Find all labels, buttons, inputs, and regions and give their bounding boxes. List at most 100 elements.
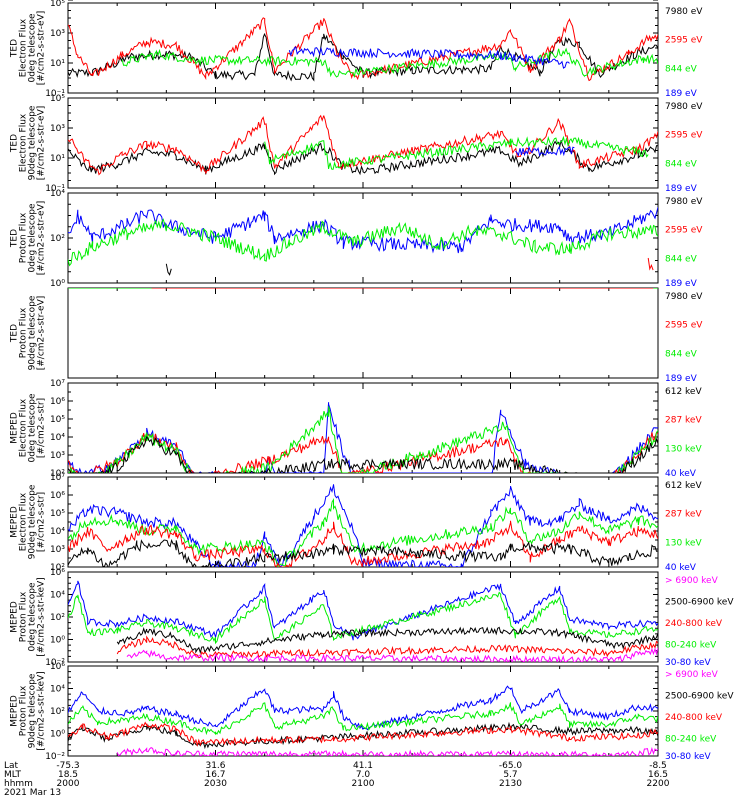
series-trace-black [165, 263, 172, 276]
y-tick-label: 10⁷ [50, 379, 65, 389]
y-tick-label: 10⁰ [50, 636, 65, 646]
series-trace-magenta [126, 647, 658, 662]
x-row-value: 7.0 [356, 770, 371, 780]
series-trace-green [68, 591, 658, 645]
y-axis-label: TEDElectron Flux90deg telescope[#/cm2-s-… [10, 105, 47, 180]
y-tick-label: 10⁵ [50, 94, 65, 104]
y-tick-label: 10³ [50, 124, 65, 134]
legend-entry: 30-80 keV [665, 752, 711, 762]
series-trace-red [116, 635, 658, 660]
y-tick-label: 10000 [36, 0, 65, 3]
legend-entry: 189 eV [665, 374, 698, 384]
y-axis-label-line: MEPED [10, 695, 20, 727]
panel-frame [67, 287, 659, 379]
y-axis-label-line: [#/cm2-s-str-eV] [37, 296, 47, 371]
y-tick-label: 10² [50, 613, 65, 623]
series-trace-blue [68, 580, 658, 641]
y-axis-label-line: MEPED [10, 412, 20, 444]
y-tick-label: 10² [50, 234, 65, 244]
y-axis-label-line: [#/cm2-s-str-eV] [37, 201, 47, 276]
x-row-value: -65.0 [499, 761, 523, 771]
y-axis-label: TEDProton Flux90deg telescope[#/cm2-s-st… [10, 295, 47, 370]
y-tick-label: 10⁶ [50, 397, 65, 407]
y-axis-label-line: [#/cm2-s-str] [37, 492, 47, 552]
y-axis-label-line: 90deg telescope [28, 105, 38, 180]
series-trace-black [116, 626, 658, 655]
legend-entry: 287 keV [665, 510, 702, 520]
series-trace-green [68, 702, 658, 736]
y-tick-label: 10² [50, 469, 65, 479]
x-row-value: 2100 [352, 779, 375, 789]
series-group [68, 114, 658, 176]
y-tick-label: 10⁵ [50, 509, 65, 519]
y-axis-label-line: TED [10, 134, 20, 153]
y-axis-label-line: Electron Flux [19, 18, 29, 77]
y-axis-label-line: 90deg telescope [28, 295, 38, 370]
legend-entry: 844 eV [665, 349, 698, 359]
y-tick-label: 10⁷ [50, 473, 65, 483]
x-row-value: 2000 [57, 779, 80, 789]
legend-entry: 612 keV [665, 387, 702, 397]
x-row-value: 41.1 [353, 761, 373, 771]
series-trace-black [68, 140, 658, 176]
y-axis-label-line: Proton Flux [19, 307, 29, 358]
series-trace-red [68, 114, 658, 176]
y-tick-label: 10⁴ [50, 189, 65, 199]
series-trace-green [121, 47, 658, 79]
y-axis-label: MEPEDProton Flux90deg telescope[#/cm2-s-… [10, 671, 47, 750]
legend-entry: 2500-6900 keV [665, 598, 734, 608]
y-tick-label: 100 [48, 0, 65, 3]
series-group [68, 484, 658, 567]
legend-entry: 130 keV [665, 444, 702, 454]
series-group [68, 402, 658, 473]
legend-entry: 189 eV [665, 279, 698, 289]
legend-entry: 2500-6900 keV [665, 692, 734, 702]
y-axis-label-line: TED [10, 39, 20, 58]
y-axis-label-line: 90deg telescope [28, 484, 38, 559]
y-tick-label: 10⁵ [50, 415, 65, 425]
legend-entry: 80-240 keV [665, 641, 717, 651]
y-tick-label: 10¹ [50, 154, 65, 164]
y-axis-label-line: [#/cm2-s-str-eV] [37, 11, 47, 86]
y-tick-label: 1000 [42, 0, 65, 3]
legend-entry: 844 eV [665, 254, 698, 264]
y-axis-label-line: MEPED [10, 601, 20, 633]
series-group [68, 685, 658, 756]
y-tick-label: 10³ [50, 451, 65, 461]
legend-entry: 80-240 keV [665, 735, 717, 745]
y-tick-label: 10⁶ [50, 662, 65, 672]
y-tick-label: 10⁻² [45, 752, 65, 762]
legend-entry: 2595 eV [665, 131, 703, 141]
legend-entry: 189 eV [665, 89, 698, 99]
legend-entry: 2595 eV [665, 321, 703, 331]
y-tick-label: 10² [50, 563, 65, 573]
series-trace-black [68, 538, 658, 567]
series-trace-blue [68, 484, 658, 567]
legend-entry: 240-800 keV [665, 619, 723, 629]
legend-entry: 240-800 keV [665, 713, 723, 723]
series-trace-green [68, 218, 658, 267]
series-trace-red [68, 721, 658, 748]
x-row-value: -8.5 [649, 761, 667, 771]
x-row-value: 2200 [647, 779, 670, 789]
series-trace-black [68, 436, 658, 473]
series-trace-blue [68, 402, 658, 473]
x-row-value: 16.5 [648, 770, 668, 780]
panel-frame [67, 2, 659, 94]
y-axis-label-line: 0deg telescope [28, 393, 38, 463]
x-axis-labels: Lat -75.3 31.6 41.1 -65.0 -8.5 MLT 18.5 16.7 7.0 5… [4, 761, 670, 798]
x-row-label: MLT [4, 770, 22, 780]
x-row-label: hhmm [4, 779, 33, 789]
legend-entry: 844 eV [665, 64, 698, 74]
x-row-value: 18.5 [58, 770, 78, 780]
panel-4: 110100100010000TEDProton Flux90deg teles… [10, 0, 703, 384]
y-tick-label: 10⁶ [50, 491, 65, 501]
y-tick-label: 10³ [50, 545, 65, 555]
y-axis-label-line: [#/cm2-s-str-keV] [37, 577, 47, 656]
y-axis-label-line: Proton Flux [19, 212, 29, 263]
